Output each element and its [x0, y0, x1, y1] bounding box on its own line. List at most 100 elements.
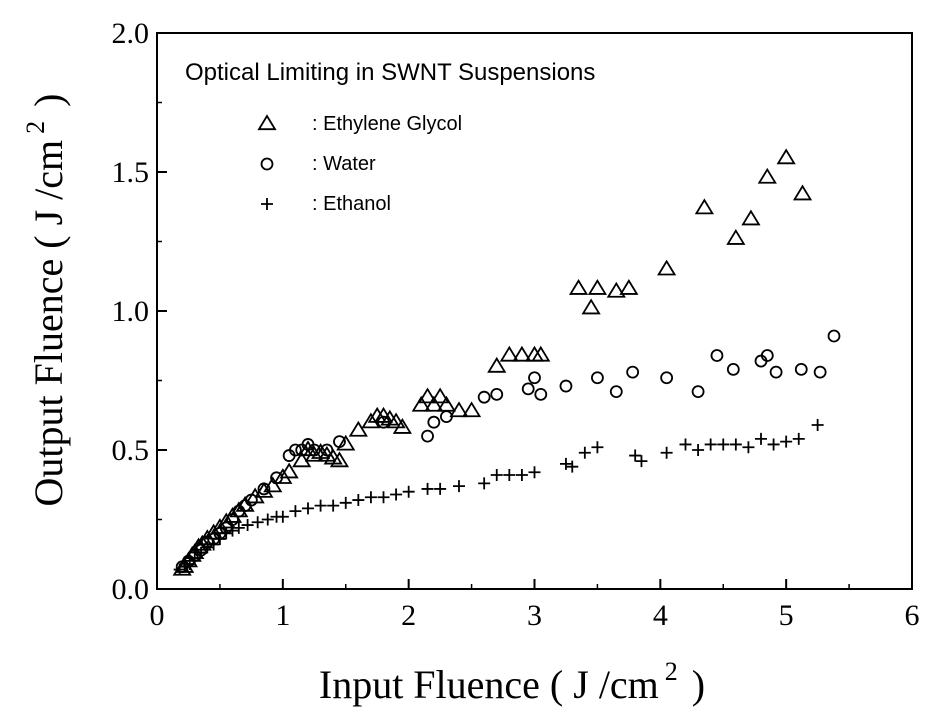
triangle-point: [568, 279, 589, 295]
plus-point: [528, 466, 541, 479]
plus-point: [327, 499, 340, 512]
triangle-point: [449, 401, 469, 418]
plus-point: [717, 438, 730, 451]
plus-point: [390, 488, 403, 501]
circle-point: [534, 387, 548, 401]
circle-point: [477, 390, 491, 404]
triangle-point: [273, 468, 293, 484]
plus-point: [220, 527, 233, 540]
triangle-point: [348, 420, 368, 437]
plus-point: [755, 432, 767, 445]
plus-point: [302, 502, 314, 515]
plus-point: [289, 505, 302, 518]
circle-point: [626, 365, 640, 379]
triangle-point: [424, 395, 444, 412]
x-tick-label: 3: [527, 599, 542, 632]
plus-point: [173, 563, 186, 576]
triangle-point: [512, 345, 532, 362]
triangle-point: [430, 387, 450, 404]
y-tick-label: 2.0: [112, 17, 150, 50]
circle-point: [257, 482, 271, 496]
triangle-point: [741, 209, 761, 226]
x-axis-title: Input Fluence ( J /cm 2): [319, 657, 705, 707]
circle-point: [270, 471, 283, 485]
plus-point: [729, 438, 742, 451]
series-circle: [175, 329, 841, 574]
plus-point: [364, 491, 377, 504]
plus-point: [339, 496, 352, 509]
triangle-point: [487, 356, 507, 373]
circle-point: [726, 362, 740, 376]
plot-frame: [156, 32, 913, 590]
plus-point: [314, 499, 327, 512]
triangle-point: [245, 487, 265, 504]
series-triangle: [172, 148, 813, 576]
plus-point: [402, 485, 415, 498]
plus-point: [213, 532, 226, 545]
circle-point: [421, 429, 434, 443]
circle-point: [609, 385, 623, 399]
circle-point: [769, 365, 783, 379]
circle-point: [244, 493, 258, 507]
legend-plus-marker: [261, 198, 273, 210]
plus-point: [490, 469, 503, 482]
triangle-point: [361, 412, 381, 429]
circle-point: [289, 443, 302, 457]
plus-point: [635, 455, 648, 468]
legend: : Ethylene Glycol: Water: Ethanol: [257, 113, 462, 215]
triangle-point: [192, 534, 212, 551]
triangle-point: [329, 451, 350, 468]
triangle-point: [531, 345, 551, 362]
legend-triangle-marker: [257, 114, 277, 131]
x-tick-label: 0: [150, 599, 165, 632]
circle-point: [377, 415, 390, 429]
triangle-point: [279, 462, 299, 479]
plus-point: [421, 482, 434, 495]
legend-label: : Water: [312, 153, 376, 175]
plus-point: [188, 552, 201, 565]
legend-label: : Ethanol: [312, 193, 391, 215]
triangle-point: [461, 401, 482, 418]
triangle-point: [694, 198, 714, 215]
circle-point: [440, 410, 453, 424]
triangle-point: [386, 412, 406, 429]
triangle-point: [726, 228, 746, 245]
triangle-point: [336, 434, 356, 451]
chart-title: Optical Limiting in SWNT Suspensions: [185, 59, 595, 86]
plus-point: [251, 516, 264, 529]
plus-point: [578, 446, 591, 459]
plus-point: [559, 457, 572, 470]
plus-point: [232, 521, 245, 534]
triangle-point: [619, 279, 639, 295]
triangle-point: [606, 281, 626, 298]
plus-point: [352, 494, 365, 507]
plus-point: [767, 438, 780, 451]
circle-point: [591, 371, 604, 385]
plus-point: [201, 541, 214, 554]
x-tick-label: 5: [779, 599, 794, 632]
triangle-point: [499, 345, 519, 362]
circle-point: [710, 349, 724, 362]
plus-point: [241, 519, 254, 532]
y-tick-label: 0.0: [112, 573, 150, 606]
circle-point: [559, 379, 573, 393]
y-axis-ticks: 0.0 0.5 1.0 1.5 2.0: [112, 17, 167, 606]
circle-point: [490, 387, 504, 401]
circle-point: [794, 362, 808, 376]
triangle-point: [411, 395, 431, 412]
plus-point: [453, 480, 465, 493]
triangle-point: [587, 279, 608, 295]
data-series: [172, 148, 841, 576]
plus-point: [566, 460, 579, 473]
plus-point: [629, 449, 642, 462]
plus-point: [591, 441, 604, 454]
triangle-point: [392, 418, 412, 434]
plus-point: [811, 418, 824, 431]
plus-point: [679, 438, 692, 451]
plus-point: [434, 482, 447, 495]
plus-point: [692, 444, 705, 456]
plus-point: [478, 477, 491, 490]
circle-point: [813, 365, 827, 379]
triangle-point: [792, 184, 813, 201]
